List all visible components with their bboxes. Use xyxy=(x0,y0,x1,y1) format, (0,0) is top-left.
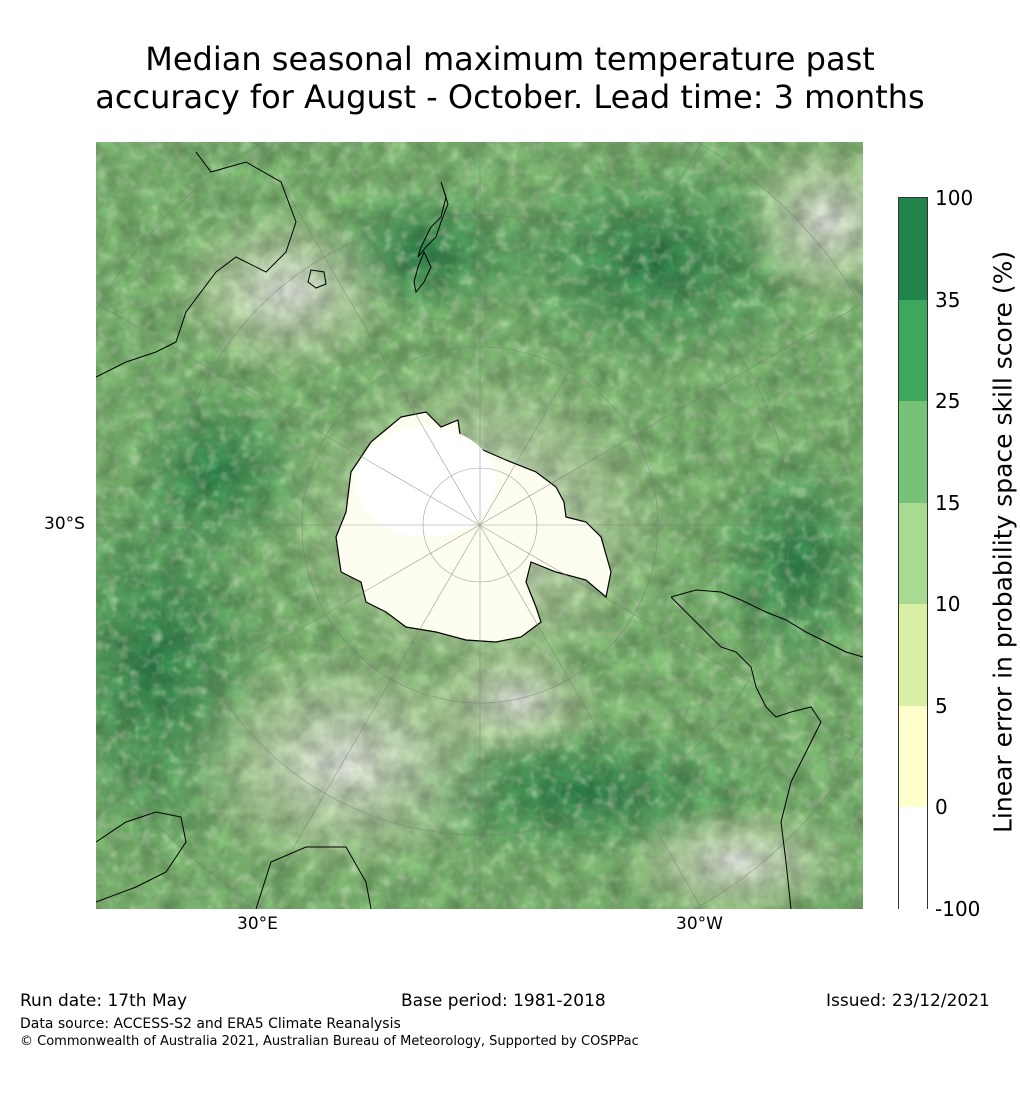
colorbar-tick-0: 0 xyxy=(935,795,948,819)
colorbar-seg-35-100 xyxy=(899,198,927,300)
coastlines xyxy=(96,151,863,909)
colorbar-tick-neg100: -100 xyxy=(935,897,981,921)
africa-coast xyxy=(96,811,372,909)
base-period: Base period: 1981-2018 xyxy=(401,991,606,1011)
run-date: Run date: 17th May xyxy=(20,991,188,1011)
lon-label-30e: 30°E xyxy=(237,914,278,934)
map-title: Median seasonal maximum temperature past… xyxy=(0,40,1020,116)
colorbar-tick-5: 5 xyxy=(935,694,948,718)
polar-map xyxy=(96,142,863,909)
title-line-1: Median seasonal maximum temperature past xyxy=(145,40,875,78)
lon-label-30w: 30°W xyxy=(676,914,723,934)
colorbar-tick-100: 100 xyxy=(935,186,974,210)
colorbar-seg-neg100-0 xyxy=(899,807,927,910)
colorbar-tick-10: 10 xyxy=(935,592,961,616)
colorbar-seg-5-10 xyxy=(899,604,927,706)
skill-score-map-svg xyxy=(96,142,863,909)
antarctica-white-area xyxy=(356,427,496,537)
australia-coast xyxy=(96,151,297,378)
data-source: Data source: ACCESS-S2 and ERA5 Climate … xyxy=(20,1016,401,1032)
tasmania-coast xyxy=(307,269,327,289)
issued-date: Issued: 23/12/2021 xyxy=(826,991,990,1011)
graticule xyxy=(96,142,863,909)
colorbar-label: Linear error in probability space skill … xyxy=(988,250,1018,833)
copyright-notice: © Commonwealth of Australia 2021, Austra… xyxy=(20,1034,639,1049)
colorbar-tick-15: 15 xyxy=(935,491,961,515)
colorbar-seg-25-35 xyxy=(899,300,927,401)
new-zealand-coast xyxy=(413,181,449,294)
colorbar-tick-35: 35 xyxy=(935,288,961,312)
lat-label-30s: 30°S xyxy=(44,514,85,534)
colorbar xyxy=(898,197,928,910)
colorbar-seg-10-15 xyxy=(899,503,927,604)
colorbar-tick-25: 25 xyxy=(935,389,961,413)
south-america-coast xyxy=(670,589,863,909)
colorbar-seg-0-5 xyxy=(899,706,927,807)
colorbar-seg-15-25 xyxy=(899,401,927,503)
title-line-2: accuracy for August - October. Lead time… xyxy=(95,78,925,116)
